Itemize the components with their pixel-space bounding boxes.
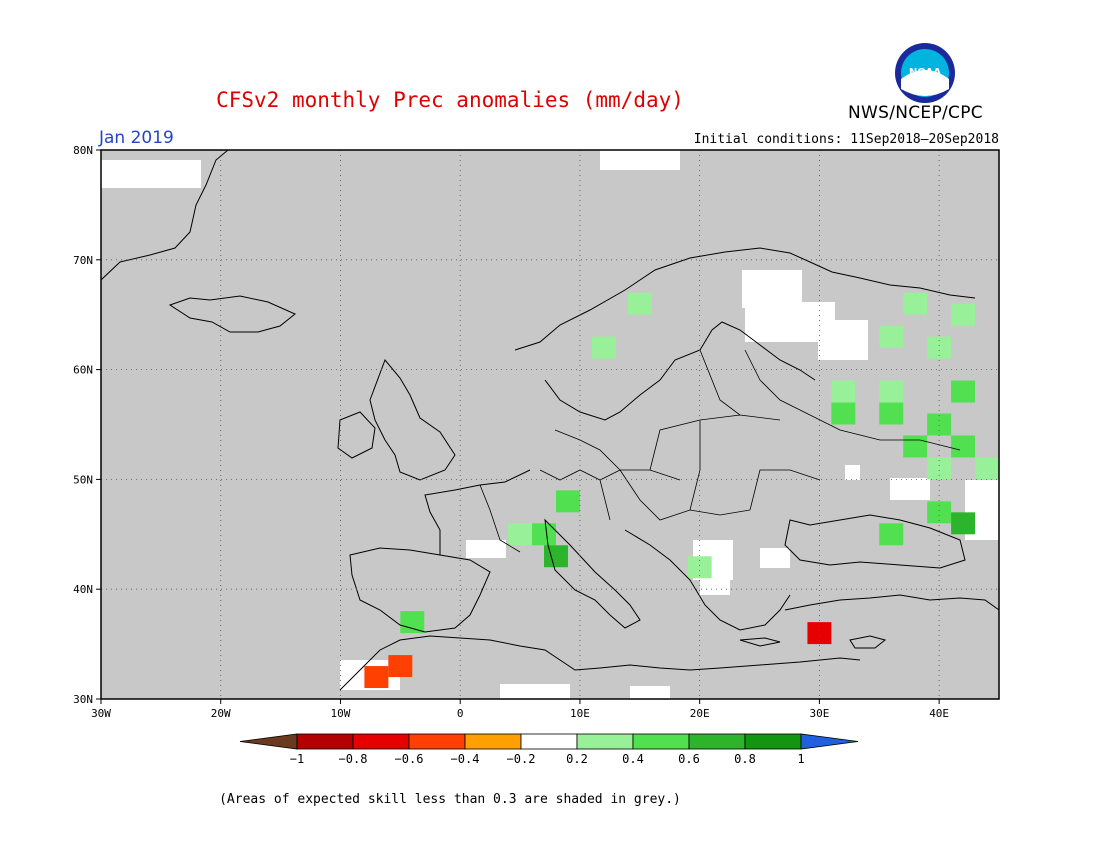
lat-tick-label: 70N [73, 254, 93, 267]
colorbar-segment [744, 733, 802, 750]
anomaly-cell [364, 666, 389, 689]
crete-coast [739, 637, 781, 647]
anomaly-cell [555, 490, 580, 513]
anomaly-cell [591, 336, 616, 359]
lon-tick-label: 30E [809, 707, 829, 720]
lat-tick-label: 80N [73, 144, 93, 157]
anomaly-cell [544, 545, 568, 568]
lat-tick-label: 40N [73, 583, 93, 596]
chart-title: CFSv2 monthly Prec anomalies (mm/day) [216, 88, 684, 112]
logo-bird-shape [901, 70, 949, 96]
anomaly-cell [400, 611, 425, 634]
greenland-coast [101, 150, 229, 281]
colorbar-segment [520, 733, 578, 750]
colorbar-label: 0.8 [734, 752, 756, 766]
colorbar-label: 1 [797, 752, 804, 766]
lon-tick-label: 20E [690, 707, 710, 720]
lon-tick-label: 40E [929, 707, 949, 720]
anomaly-cell [879, 523, 904, 546]
italy-coast [544, 518, 641, 629]
colorbar-segment [296, 733, 354, 750]
colorbar-label: 0.4 [622, 752, 644, 766]
map-frame [100, 149, 1000, 700]
map-background [101, 150, 999, 699]
colorbar-label: −0.6 [395, 752, 424, 766]
near-normal-areas [101, 150, 999, 699]
skill-footnote: (Areas of expected skill less than 0.3 a… [219, 792, 681, 807]
lon-tick-label: 30W [91, 707, 111, 720]
north-africa-coast [339, 635, 861, 691]
colorbar-label: −1 [290, 752, 304, 766]
lat-tick-label: 30N [73, 693, 93, 706]
turkey-coast [784, 594, 999, 611]
colorbar-segment [352, 733, 410, 750]
colorbar-low-arrow [239, 733, 298, 750]
colorbar-segment [464, 733, 522, 750]
colorbar-segment [688, 733, 746, 750]
lon-tick-label: 10E [570, 707, 590, 720]
colorbar-segment [632, 733, 690, 750]
anomaly-cell [975, 457, 999, 480]
colorbar-label: −0.2 [507, 752, 536, 766]
anomaly-cell [508, 523, 533, 546]
baltic-coast [544, 321, 816, 421]
lon-tick-label: 10W [331, 707, 351, 720]
anomaly-cell [927, 413, 952, 436]
anomaly-cell [951, 435, 976, 458]
lat-tick-label: 60N [73, 364, 93, 377]
anomaly-cells [364, 292, 999, 689]
anomaly-cell [879, 380, 904, 403]
uk-coast [369, 359, 456, 481]
colorbar-segment [576, 733, 634, 750]
anomaly-cell [879, 402, 904, 425]
initial-conditions-label: Initial conditions: 11Sep2018–20Sep2018 [693, 132, 999, 147]
lon-tick-label: 20W [211, 707, 231, 720]
colorbar-label: 0.6 [678, 752, 700, 766]
lon-tick-label: 0 [457, 707, 464, 720]
organization-label: NWS/NCEP/CPC [848, 103, 983, 123]
colorbar-label: −0.8 [339, 752, 368, 766]
anomaly-cell [687, 556, 712, 579]
land-masses [101, 150, 999, 691]
france-coast [424, 469, 531, 555]
noaa-logo: NOAA [893, 41, 957, 109]
anomaly-cell [831, 380, 856, 403]
colorbar: −1 −0.8 −0.6 −0.4 −0.2 0.2 0.4 0.6 0.8 1 [239, 733, 859, 766]
forecast-month-label: Jan 2019 [99, 128, 174, 148]
anomaly-cell [388, 655, 413, 678]
black-sea-coast [784, 514, 966, 569]
anomaly-cell [927, 336, 952, 359]
ireland-coast [337, 411, 376, 459]
colorbar-segment [408, 733, 466, 750]
anomaly-cell [951, 303, 976, 326]
cyprus-coast [849, 635, 887, 649]
anomaly-cell [532, 523, 556, 546]
anomaly-cell [903, 435, 928, 458]
anomaly-cell [951, 512, 976, 535]
anomaly-cell [807, 622, 832, 645]
anomaly-cell [831, 402, 856, 425]
colorbar-label: 0.2 [566, 752, 588, 766]
anomaly-cell [879, 325, 904, 348]
anomaly-cell [927, 501, 952, 524]
iceland-coast [168, 295, 296, 333]
balkans-coast [624, 529, 791, 631]
lat-tick-label: 50N [73, 473, 93, 486]
iberia-coast [349, 547, 491, 633]
anomaly-cell [627, 292, 652, 315]
colorbar-label: −0.4 [451, 752, 480, 766]
anomaly-cell [927, 457, 952, 480]
logo-text: NOAA [909, 67, 941, 78]
anomaly-cell [903, 292, 928, 315]
colorbar-high-arrow [800, 733, 859, 750]
anomaly-cell [951, 380, 976, 403]
